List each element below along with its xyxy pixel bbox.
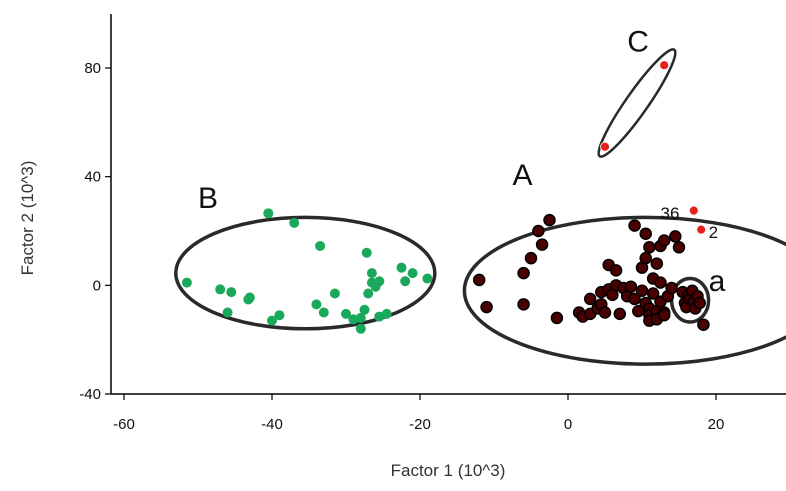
data-point-A xyxy=(609,264,623,277)
data-point-B xyxy=(407,268,418,279)
data-point-B xyxy=(318,307,329,318)
data-point-A xyxy=(646,287,660,300)
data-point-A xyxy=(517,266,530,280)
data-point-A xyxy=(535,238,549,251)
data-point-B xyxy=(222,307,233,318)
x-tick-label: -20 xyxy=(409,416,431,433)
cluster-ellipse-B xyxy=(174,215,437,331)
data-point-B xyxy=(263,208,274,219)
data-point-A xyxy=(472,273,486,287)
x-tick-label: 20 xyxy=(708,416,725,433)
data-point-B xyxy=(274,310,285,321)
data-point-B xyxy=(267,315,277,326)
point-label-36: 36 xyxy=(661,204,680,223)
data-point-B xyxy=(315,240,326,251)
data-point-A xyxy=(550,311,564,325)
data-point-A xyxy=(613,307,627,321)
data-point-B xyxy=(289,217,300,228)
data-point-B xyxy=(243,294,254,305)
x-tick-label: -40 xyxy=(261,416,283,433)
data-point-A xyxy=(657,308,671,322)
y-tick-label: -40 xyxy=(79,386,101,403)
data-point-A xyxy=(517,298,530,311)
data-points xyxy=(181,60,710,334)
data-point-B xyxy=(341,308,351,319)
data-point-B xyxy=(363,288,374,299)
cluster-label-a: a xyxy=(709,265,726,298)
data-point-A xyxy=(665,281,678,295)
cluster-ellipse-A xyxy=(462,215,786,366)
data-point-B xyxy=(181,277,192,288)
data-point-B xyxy=(422,273,433,284)
x-tick-label: 0 xyxy=(564,416,572,433)
data-point-A xyxy=(524,251,538,265)
x-axis-title: Factor 1 (10^3) xyxy=(391,461,506,480)
data-point-B xyxy=(396,262,407,273)
data-point-B xyxy=(215,284,226,295)
data-point-A xyxy=(639,227,652,240)
data-point-A xyxy=(532,224,545,238)
data-point-A xyxy=(583,292,597,306)
y-tick-label: 40 xyxy=(84,169,101,186)
data-point-B xyxy=(361,247,372,258)
data-point-C xyxy=(600,141,610,152)
annotations: A B Ca 36 2 xyxy=(198,26,726,298)
data-point-A xyxy=(639,251,652,265)
data-point-a xyxy=(697,318,710,331)
axes xyxy=(110,14,786,395)
cluster-label-B: B xyxy=(198,182,218,215)
data-point-B xyxy=(381,308,392,319)
data-point-A xyxy=(628,292,641,306)
data-point-highlight xyxy=(696,224,707,235)
y-tick-label: 0 xyxy=(93,277,101,294)
cluster-label-C: C xyxy=(627,26,649,59)
y-tick-label: 80 xyxy=(84,60,101,77)
data-point-B xyxy=(355,312,366,323)
data-point-B xyxy=(355,323,366,334)
data-point-B xyxy=(348,314,359,325)
point-label-2: 2 xyxy=(709,223,718,242)
cluster-label-A: A xyxy=(513,159,533,192)
data-point-A xyxy=(650,257,664,270)
cluster-ellipse-C xyxy=(597,48,677,158)
data-point-B xyxy=(226,287,237,298)
data-point-A xyxy=(669,230,682,243)
data-point-highlight xyxy=(688,205,699,216)
data-point-B xyxy=(329,288,340,299)
ticks: -60 -40 -20 0 20 -40 0 40 80 xyxy=(79,60,724,433)
y-axis-title: Factor 2 (10^3) xyxy=(18,161,37,276)
data-point-a xyxy=(693,296,706,310)
data-point-B xyxy=(311,299,322,310)
data-point-A xyxy=(624,280,638,293)
data-point-A xyxy=(672,241,686,254)
data-point-B xyxy=(359,304,370,315)
x-tick-label: -60 xyxy=(113,416,135,433)
data-point-B xyxy=(366,268,377,279)
data-point-B xyxy=(374,276,385,287)
data-point-A xyxy=(598,306,612,319)
data-point-B xyxy=(400,276,411,287)
data-point-A xyxy=(628,219,641,232)
data-point-A xyxy=(643,241,656,254)
data-point-A xyxy=(654,276,667,289)
data-point-A xyxy=(657,234,671,247)
data-point-C xyxy=(659,60,670,71)
data-point-A xyxy=(543,213,556,227)
data-point-A xyxy=(480,300,493,314)
data-point-A xyxy=(635,284,649,298)
cluster-ellipses xyxy=(174,48,786,366)
